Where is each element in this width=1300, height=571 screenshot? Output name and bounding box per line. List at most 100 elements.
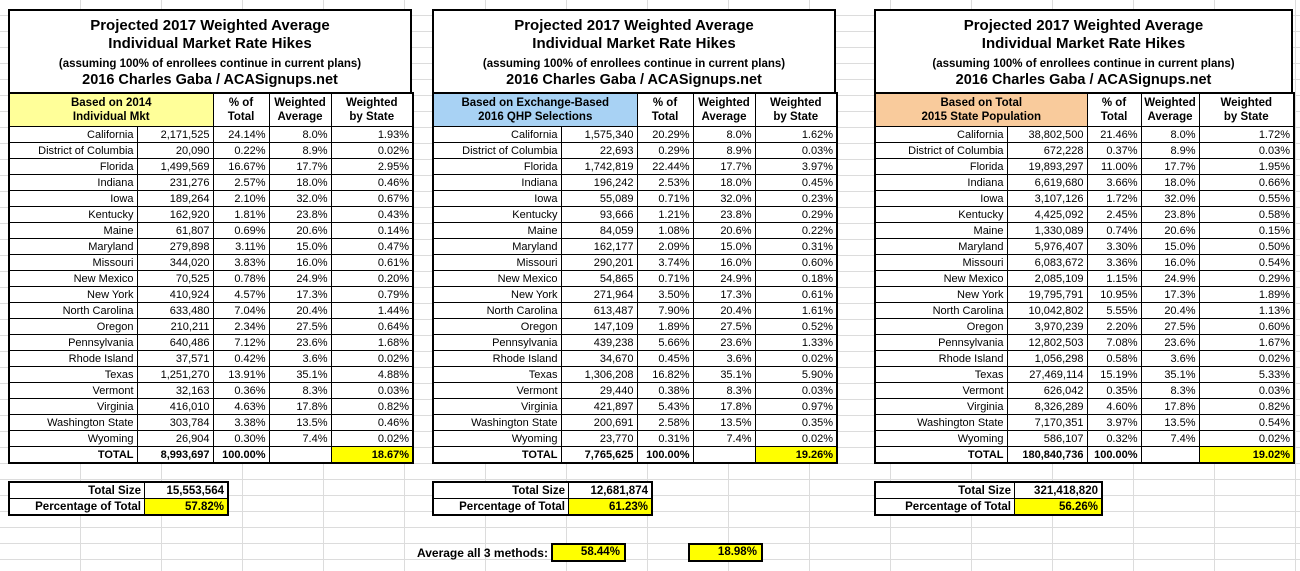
weighted-average-cell[interactable]: 23.8% [1140,206,1200,223]
pct-of-total-cell[interactable]: 4.63% [212,398,270,415]
weighted-by-state-cell[interactable]: 5.33% [1198,366,1295,383]
pct-of-total-cell[interactable]: 0.32% [1086,430,1142,447]
weighted-by-state-cell[interactable]: 0.02% [754,350,838,367]
enrollment-cell[interactable]: 586,107 [1006,430,1088,447]
pct-of-total-cell[interactable]: 24.14% [212,126,270,143]
weighted-by-state-cell[interactable]: 1.95% [1198,158,1295,175]
pct-of-total-cell[interactable]: 20.29% [636,126,694,143]
enrollment-cell[interactable]: 303,784 [136,414,214,431]
enrollment-cell[interactable]: 672,228 [1006,142,1088,159]
weighted-average-cell[interactable]: 13.5% [692,414,756,431]
weighted-by-state-cell[interactable]: 0.61% [330,254,414,271]
total-pct-cell[interactable]: 100.00% [1086,446,1142,464]
enrollment-cell[interactable]: 23,770 [560,430,638,447]
enrollment-cell[interactable]: 196,242 [560,174,638,191]
weighted-average-cell[interactable]: 23.6% [268,334,332,351]
total-wavg-cell[interactable] [268,446,332,464]
pct-of-total-cell[interactable]: 13.91% [212,366,270,383]
pct-of-total-cell[interactable]: 10.95% [1086,286,1142,303]
enrollment-cell[interactable]: 290,201 [560,254,638,271]
weighted-average-cell[interactable]: 16.0% [268,254,332,271]
enrollment-cell[interactable]: 10,042,802 [1006,302,1088,319]
basis-header[interactable]: Based on Total 2015 State Population [874,92,1088,127]
weighted-average-cell[interactable]: 23.8% [268,206,332,223]
state-cell[interactable]: North Carolina [874,302,1008,319]
state-cell[interactable]: Indiana [8,174,138,191]
state-cell[interactable]: New Mexico [874,270,1008,287]
weighted-by-state-cell[interactable]: 0.03% [1198,142,1295,159]
enrollment-cell[interactable]: 1,742,819 [560,158,638,175]
weighted-average-cell[interactable]: 20.6% [692,222,756,239]
weighted-average-cell[interactable]: 17.8% [692,398,756,415]
weighted-average-cell[interactable]: 13.5% [268,414,332,431]
weighted-average-cell[interactable]: 15.0% [1140,238,1200,255]
table-title[interactable]: Projected 2017 Weighted Average Individu… [874,9,1293,92]
weighted-by-state-header[interactable]: Weighted by State [754,92,838,127]
weighted-average-cell[interactable]: 20.4% [692,302,756,319]
enrollment-cell[interactable]: 70,525 [136,270,214,287]
weighted-average-cell[interactable]: 8.0% [268,126,332,143]
state-cell[interactable]: Maryland [432,238,562,255]
weighted-by-state-cell[interactable]: 0.29% [754,206,838,223]
state-cell[interactable]: California [874,126,1008,143]
enrollment-cell[interactable]: 2,171,525 [136,126,214,143]
pct-of-total-cell[interactable]: 0.29% [636,142,694,159]
pct-of-total-cell[interactable]: 5.55% [1086,302,1142,319]
weighted-by-state-cell[interactable]: 5.90% [754,366,838,383]
pct-of-total-cell[interactable]: 0.30% [212,430,270,447]
pct-of-total-cell[interactable]: 5.66% [636,334,694,351]
weighted-by-state-cell[interactable]: 0.82% [330,398,414,415]
pct-of-total-cell[interactable]: 0.37% [1086,142,1142,159]
state-cell[interactable]: Wyoming [8,430,138,447]
enrollment-cell[interactable]: 6,619,680 [1006,174,1088,191]
state-cell[interactable]: Oregon [432,318,562,335]
pct-of-total-cell[interactable]: 0.42% [212,350,270,367]
pct-of-total-cell[interactable]: 2.45% [1086,206,1142,223]
pct-of-total-cell[interactable]: 0.35% [1086,382,1142,399]
percentage-of-total-label[interactable]: Percentage of Total [8,498,145,516]
state-cell[interactable]: North Carolina [8,302,138,319]
enrollment-cell[interactable]: 3,970,239 [1006,318,1088,335]
weighted-by-state-cell[interactable]: 0.03% [754,142,838,159]
enrollment-cell[interactable]: 12,802,503 [1006,334,1088,351]
total-wavg-cell[interactable] [692,446,756,464]
average-enrollment-pct-cell[interactable]: 58.44% [550,543,626,562]
state-cell[interactable]: Florida [874,158,1008,175]
weighted-by-state-cell[interactable]: 0.03% [754,382,838,399]
state-cell[interactable]: Kentucky [432,206,562,223]
enrollment-cell[interactable]: 6,083,672 [1006,254,1088,271]
enrollment-cell[interactable]: 22,693 [560,142,638,159]
pct-of-total-cell[interactable]: 0.38% [636,382,694,399]
pct-of-total-cell[interactable]: 2.58% [636,414,694,431]
pct-of-total-cell[interactable]: 0.69% [212,222,270,239]
state-cell[interactable]: District of Columbia [874,142,1008,159]
pct-of-total-cell[interactable]: 2.20% [1086,318,1142,335]
weighted-average-cell[interactable]: 8.3% [692,382,756,399]
state-cell[interactable]: Vermont [432,382,562,399]
enrollment-cell[interactable]: 1,306,208 [560,366,638,383]
percentage-of-total-value[interactable]: 61.23% [568,498,653,516]
weighted-average-header[interactable]: Weighted Average [268,92,332,127]
weighted-average-cell[interactable]: 20.4% [268,302,332,319]
enrollment-cell[interactable]: 416,010 [136,398,214,415]
weighted-average-cell[interactable]: 32.0% [1140,190,1200,207]
enrollment-cell[interactable]: 162,177 [560,238,638,255]
enrollment-cell[interactable]: 38,802,500 [1006,126,1088,143]
enrollment-cell[interactable]: 633,480 [136,302,214,319]
pct-of-total-cell[interactable]: 0.58% [1086,350,1142,367]
state-cell[interactable]: Rhode Island [432,350,562,367]
state-cell[interactable]: Maine [874,222,1008,239]
enrollment-cell[interactable]: 61,807 [136,222,214,239]
weighted-by-state-cell[interactable]: 0.14% [330,222,414,239]
weighted-by-state-cell[interactable]: 1.93% [330,126,414,143]
enrollment-cell[interactable]: 1,056,298 [1006,350,1088,367]
state-cell[interactable]: District of Columbia [8,142,138,159]
weighted-average-cell[interactable]: 32.0% [268,190,332,207]
weighted-average-cell[interactable]: 27.5% [692,318,756,335]
pct-of-total-cell[interactable]: 0.45% [636,350,694,367]
weighted-by-state-cell[interactable]: 0.97% [754,398,838,415]
weighted-by-state-cell[interactable]: 1.62% [754,126,838,143]
pct-of-total-cell[interactable]: 3.11% [212,238,270,255]
weighted-by-state-cell[interactable]: 3.97% [754,158,838,175]
state-cell[interactable]: North Carolina [432,302,562,319]
